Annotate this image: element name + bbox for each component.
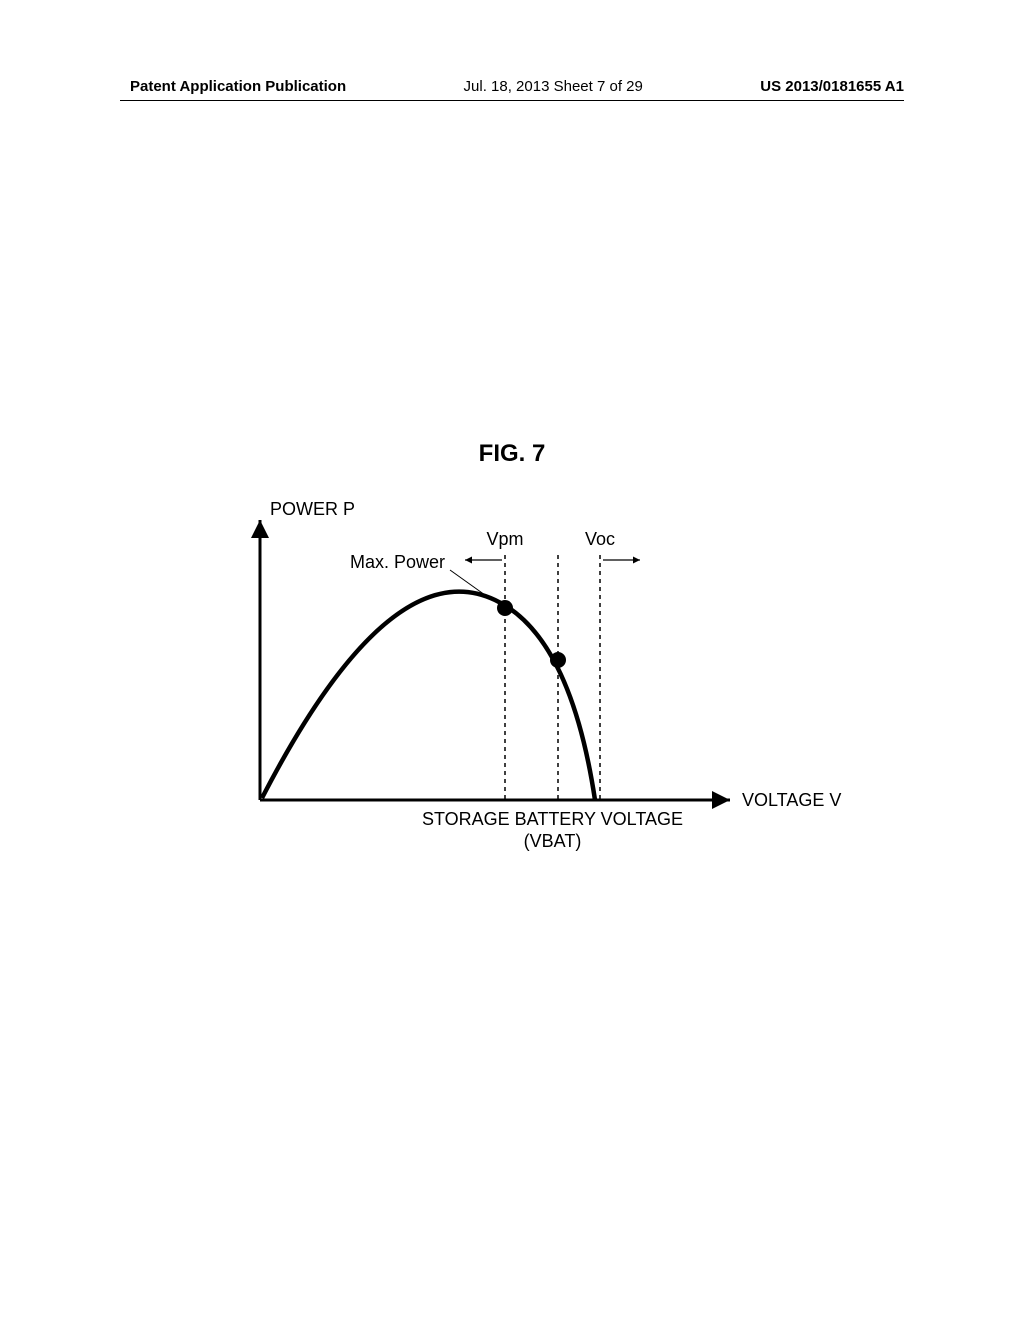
- svg-text:VOLTAGE V: VOLTAGE V: [742, 790, 841, 810]
- svg-text:POWER P: POWER P: [270, 500, 355, 519]
- figure-title: FIG. 7: [0, 440, 1024, 468]
- power-voltage-chart: Vpm Voc Max. Power POWER P VOLTAGE V STORAGE …: [140, 500, 880, 900]
- svg-text:STORAGE BATTERY VOLTAGE: STORAGE BATTERY VOLTAGE: [422, 809, 683, 829]
- svg-text:Vpm: Vpm: [486, 529, 523, 549]
- header-center: Jul. 18, 2013 Sheet 7 of 29: [464, 78, 643, 95]
- page-header: Patent Application Publication Jul. 18, …: [0, 78, 1024, 95]
- header-rule: [120, 100, 904, 101]
- header-left: Patent Application Publication: [130, 78, 346, 95]
- header-right: US 2013/0181655 A1: [760, 78, 904, 95]
- svg-text:(VBAT): (VBAT): [524, 831, 582, 851]
- svg-text:Voc: Voc: [585, 529, 615, 549]
- svg-text:Max. Power: Max. Power: [350, 552, 445, 572]
- chart-svg: Vpm Voc Max. Power POWER P VOLTAGE V STORAGE …: [140, 500, 880, 900]
